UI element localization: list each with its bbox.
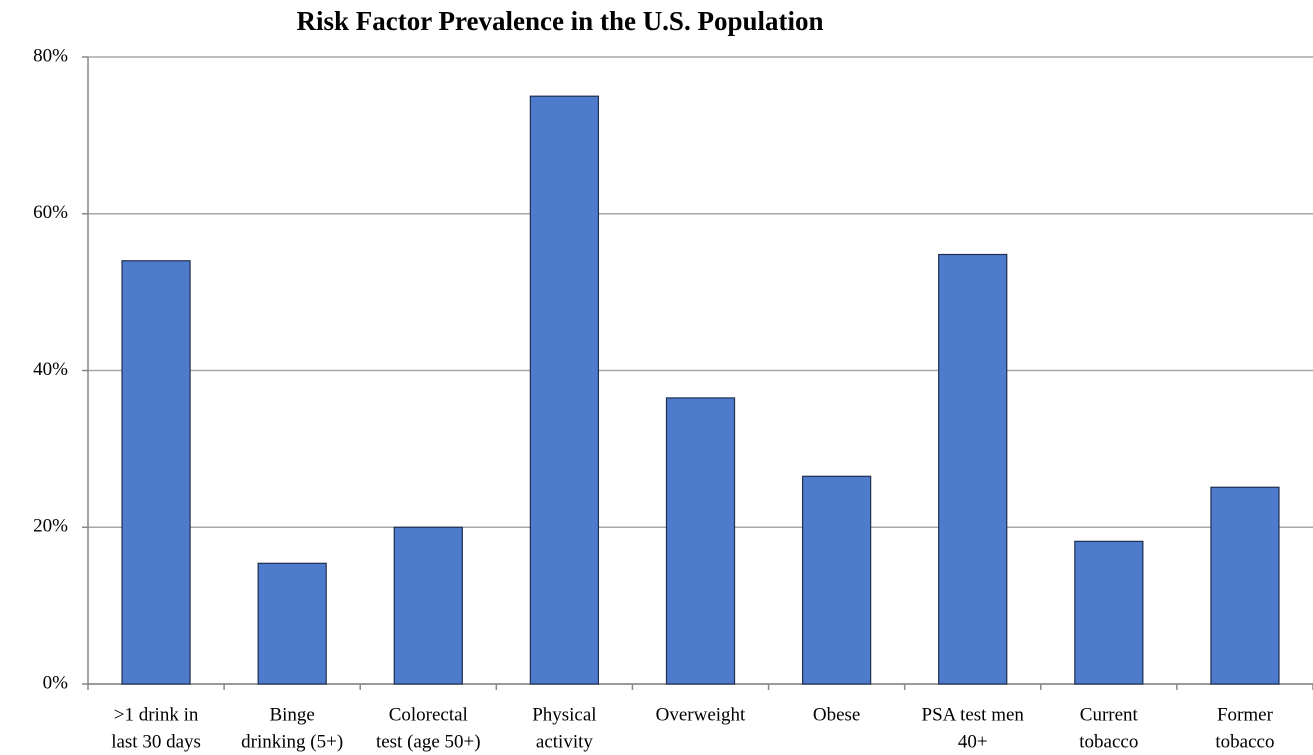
bar [121,260,191,685]
x-tick-label: Physical [532,704,596,725]
bar [529,95,600,685]
x-tick-label: tobacco [1215,731,1274,752]
y-tick-label: 20% [33,516,68,537]
bar [665,397,736,685]
bar [938,253,1008,685]
y-tick-label: 60% [33,202,68,223]
bar [257,562,327,685]
x-tick-label: >1 drink in [114,704,199,725]
x-tick-label: Overweight [656,704,746,725]
x-tick-label: Colorectal [389,704,468,725]
chart-title: Risk Factor Prevalence in the U.S. Popul… [297,6,824,36]
x-tick-label: PSA test men [922,704,1025,725]
x-tick-label: Former [1217,704,1274,725]
y-tick-label: 0% [43,672,69,693]
bar [1210,486,1280,685]
x-tick-label: test (age 50+) [376,731,481,752]
x-tick-label: drinking (5+) [241,731,343,752]
y-tick-label: 40% [33,359,68,380]
x-tick-label: Current [1080,704,1139,725]
x-tick-label: Obese [813,704,860,725]
y-tick-label: 80% [33,45,68,66]
bar [801,475,872,685]
x-tick-label: Binge [269,704,314,725]
bar [393,526,463,685]
x-tick-label: activity [536,731,593,752]
bar [1074,540,1144,685]
x-tick-label: tobacco [1079,731,1138,752]
x-tick-label: 40+ [958,731,988,752]
x-tick-label: last 30 days [111,731,201,752]
